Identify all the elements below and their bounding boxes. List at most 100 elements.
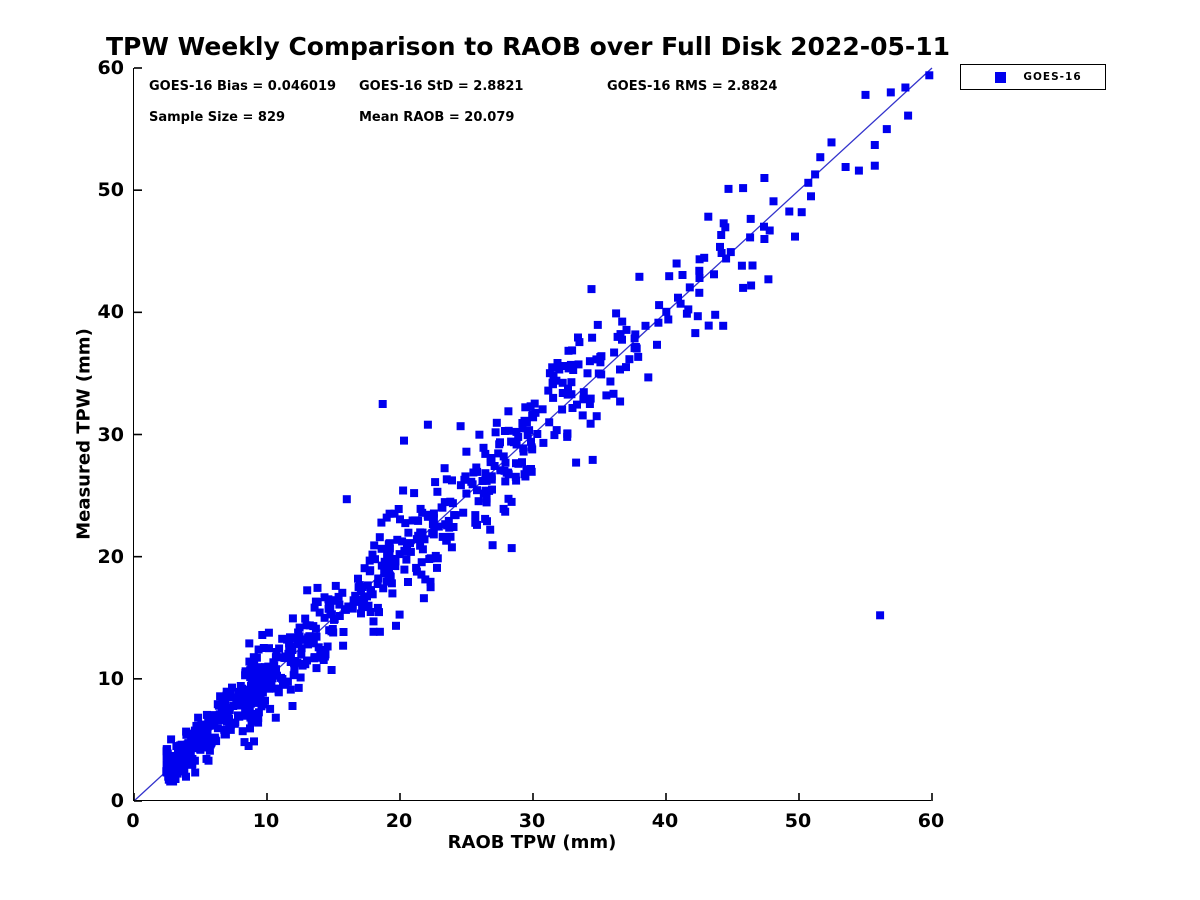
data-point-marker	[655, 301, 664, 310]
x-tick-label: 10	[252, 810, 280, 832]
data-point-marker	[478, 477, 487, 485]
data-point-marker	[429, 530, 438, 539]
data-point-marker	[522, 418, 531, 427]
data-point-marker	[630, 344, 639, 353]
data-point-marker	[363, 581, 372, 590]
data-point-marker	[606, 377, 615, 386]
data-point-marker	[693, 312, 702, 321]
data-point-marker	[412, 535, 421, 544]
data-point-marker	[358, 603, 367, 611]
data-point-marker	[575, 338, 584, 347]
y-tick-label: 60	[97, 57, 124, 79]
data-point-marker	[525, 426, 534, 435]
data-point-marker	[290, 634, 299, 642]
data-point-marker	[634, 352, 643, 361]
data-point-marker	[410, 489, 419, 498]
y-tick-label: 40	[97, 301, 124, 324]
data-point-marker	[616, 365, 624, 374]
data-point-marker	[512, 427, 521, 436]
data-point-marker	[567, 390, 576, 399]
data-point-marker	[386, 572, 395, 581]
data-point-marker	[387, 579, 396, 588]
data-point-marker	[760, 235, 769, 243]
data-point-marker	[249, 653, 258, 662]
data-point-marker	[191, 768, 200, 777]
data-point-marker	[169, 777, 178, 786]
data-point-marker	[382, 577, 391, 586]
data-point-marker	[426, 554, 435, 563]
data-point-marker	[804, 178, 813, 187]
data-point-marker	[368, 550, 377, 559]
data-point-marker	[323, 642, 332, 651]
data-point-marker	[278, 634, 287, 643]
data-point-marker	[354, 574, 362, 583]
data-point-marker	[587, 285, 596, 294]
data-point-marker	[695, 266, 704, 275]
data-point-marker	[462, 489, 471, 498]
data-point-marker	[495, 440, 504, 449]
data-point-marker	[811, 170, 820, 179]
data-point-marker	[618, 335, 626, 344]
data-point-marker	[827, 138, 836, 147]
data-point-marker	[236, 687, 245, 696]
data-point-marker	[596, 358, 605, 367]
stat-sample-size: Sample Size = 829	[149, 110, 286, 125]
data-point-marker	[295, 623, 304, 632]
data-point-marker	[288, 614, 297, 623]
data-point-marker	[254, 713, 263, 722]
data-point-marker	[482, 476, 491, 485]
data-point-marker	[375, 608, 383, 617]
data-point-marker	[538, 405, 547, 414]
stat-std: GOES-16 StD = 2.8821	[359, 79, 524, 94]
data-point-marker	[520, 470, 529, 479]
data-point-marker	[685, 283, 694, 292]
data-point-marker	[564, 346, 573, 355]
data-point-marker	[785, 207, 794, 216]
data-point-marker	[574, 360, 583, 369]
data-point-marker	[578, 411, 587, 420]
data-point-marker	[247, 663, 256, 671]
data-point-marker	[268, 674, 277, 683]
data-point-marker	[393, 535, 402, 544]
data-point-marker	[218, 698, 227, 707]
data-point-marker	[594, 369, 603, 378]
data-point-marker	[312, 664, 321, 673]
data-point-marker	[558, 378, 567, 387]
data-point-marker	[769, 197, 778, 206]
data-point-marker	[522, 465, 531, 474]
data-point-marker	[335, 600, 344, 609]
data-point-marker	[737, 261, 746, 270]
data-point-marker	[264, 628, 273, 637]
data-point-marker	[443, 521, 452, 530]
data-point-marker	[380, 557, 389, 566]
data-point-marker	[194, 739, 203, 748]
data-point-marker	[566, 360, 575, 369]
data-point-marker	[227, 693, 236, 702]
data-point-marker	[339, 641, 348, 650]
data-point-marker	[870, 161, 879, 170]
data-point-marker	[616, 330, 625, 339]
data-point-marker	[711, 310, 720, 319]
data-point-marker	[472, 463, 481, 472]
data-point-marker	[444, 516, 453, 525]
stat-rms: GOES-16 RMS = 2.8824	[607, 79, 778, 94]
data-point-marker	[241, 711, 250, 720]
data-point-marker	[324, 600, 333, 609]
data-point-marker	[644, 373, 653, 382]
data-point-marker	[221, 730, 230, 739]
data-point-marker	[194, 713, 203, 722]
y-tick-label: 20	[97, 545, 124, 568]
data-point-marker	[496, 466, 505, 475]
data-point-marker	[294, 683, 303, 692]
data-point-marker	[173, 752, 182, 761]
data-point-marker	[726, 248, 735, 257]
data-point-marker	[184, 753, 193, 762]
data-point-marker	[395, 550, 404, 559]
legend-label: GOES-16	[1023, 71, 1082, 83]
data-point-marker	[207, 737, 216, 746]
data-point-marker	[285, 642, 294, 651]
data-point-marker	[247, 681, 255, 690]
data-point-marker	[518, 424, 527, 433]
data-point-marker	[579, 388, 588, 397]
data-point-marker	[366, 566, 375, 575]
